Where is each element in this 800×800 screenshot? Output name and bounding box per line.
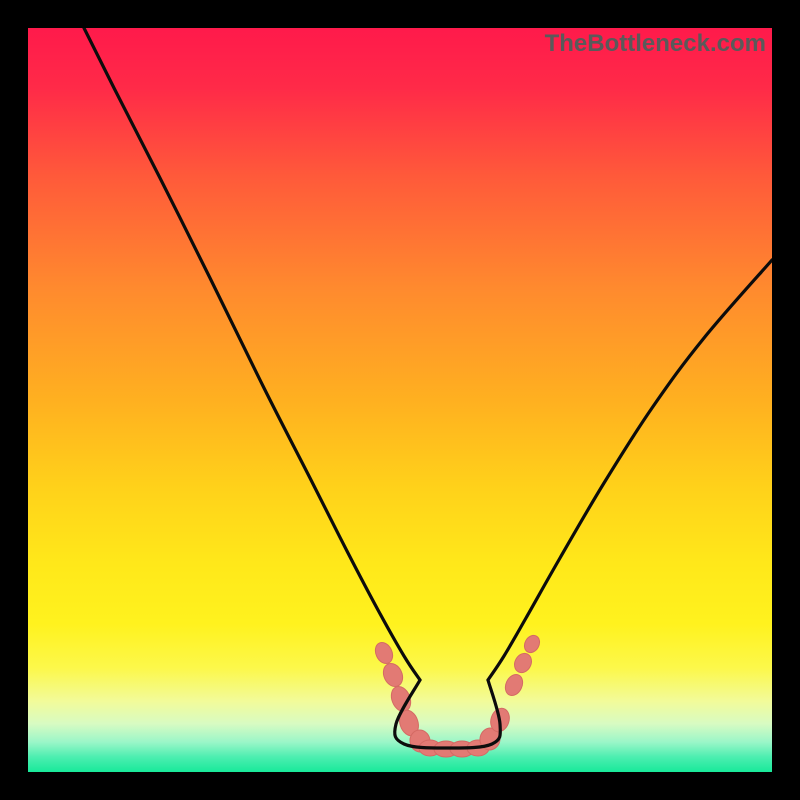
curve-left-path: [84, 28, 420, 680]
chart-svg: [28, 28, 772, 772]
plot-area: TheBottleneck.com: [28, 28, 772, 772]
watermark-text: TheBottleneck.com: [545, 30, 766, 58]
salmon-marker: [502, 672, 526, 699]
curve-right-path: [488, 260, 772, 680]
salmon-marker: [372, 640, 396, 667]
salmon-marker: [380, 660, 406, 689]
salmon-marker: [521, 633, 542, 656]
salmon-marker: [511, 650, 535, 675]
